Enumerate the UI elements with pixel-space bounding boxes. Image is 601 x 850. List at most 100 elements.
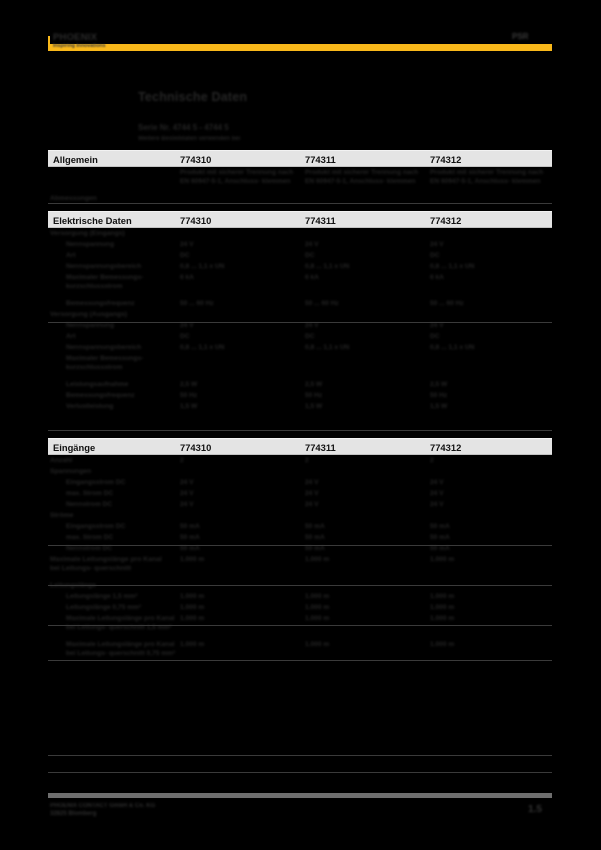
row-label: Versorgung (Eingangs) <box>50 230 125 237</box>
row-value-774310: DC <box>180 252 190 259</box>
row-value-774311: 1.000 m <box>305 604 330 611</box>
table-separator <box>48 755 552 756</box>
table-row: Ströme <box>48 512 552 523</box>
row-label: Bemessungsfrequenz <box>66 300 135 307</box>
row-value-774310: 24 V <box>180 241 194 248</box>
table-row: Maximale Leitungslänge pro Kanal bei Lei… <box>48 641 552 667</box>
row-value-774312: 2,5 W <box>430 381 448 388</box>
table-row: Eingangsstrom DC 50 mA 50 mA 50 mA <box>48 523 552 534</box>
row-value-774310: 2,5 W <box>180 381 198 388</box>
table-row: Maximaler Bemessungs- kurzschlussstrom <box>48 355 552 381</box>
table-row: Produkt mit sicherer Trennung nach EN 60… <box>48 169 552 195</box>
table-row: Eingangsstrom DC 24 V 24 V 24 V <box>48 479 552 490</box>
row-label: Versorgung (Ausgangs) <box>50 311 128 318</box>
row-label: max. Strom DC <box>66 534 114 541</box>
model-note-line: Weitere Bestelldaten verwenden bei <box>138 136 241 142</box>
table-row: max. Strom DC 50 mA 50 mA 50 mA <box>48 534 552 545</box>
row-label: Ströme <box>50 512 74 519</box>
brand-tagline: Inspiring Innovations <box>53 43 106 49</box>
row-label: Maximale Leitungslänge pro Kanal bei Lei… <box>50 556 162 572</box>
table-separator <box>48 585 552 586</box>
table-separator <box>48 203 552 204</box>
row-value-774311: 1.000 m <box>305 593 330 600</box>
row-value-774310: 24 V <box>180 322 194 329</box>
column-header-774311: 774311 <box>305 154 336 165</box>
row-value-774310: 24 V <box>180 479 194 486</box>
row-value-774312: 24 V <box>430 501 444 508</box>
row-value-774311: 1.000 m <box>305 556 330 563</box>
row-label: Art <box>66 333 76 340</box>
column-header-774310: 774310 <box>180 215 212 226</box>
table-row: Nennspannung 24 V 24 V 24 V <box>48 241 552 252</box>
row-label: Eingangsstrom DC <box>66 479 126 486</box>
section-title: Allgemein <box>53 154 98 165</box>
row-value-774310: DC <box>180 333 190 340</box>
column-header-774311: 774311 <box>305 215 336 226</box>
row-value-774311: 1.000 m <box>305 641 330 648</box>
row-value-774311: 24 V <box>305 501 319 508</box>
column-header-774310: 774310 <box>180 442 212 453</box>
row-value-774311: 24 V <box>305 241 319 248</box>
table-row: Nennspannung 24 V 24 V 24 V <box>48 322 552 333</box>
table-row: Art DC DC DC <box>48 333 552 344</box>
footer-company: PHOENIX CONTACT GmbH & Co. KG 32825 Blom… <box>50 802 155 818</box>
row-value-774311: 0,8 ... 1,1 x UN <box>305 344 350 351</box>
row-value-774312: 0,8 ... 1,1 x UN <box>430 344 475 351</box>
row-value-774312: 50 mA <box>430 523 450 530</box>
table-row: Versorgung (Eingangs) <box>48 230 552 241</box>
row-value-774311: 24 V <box>305 490 319 497</box>
row-label: Leitungslänge <box>50 582 96 591</box>
row-value-774312: Produkt mit sicherer Trennung nach EN 60… <box>430 169 544 185</box>
row-value-774312: 0,8 ... 1,1 x UN <box>430 263 475 270</box>
row-label: Bemessungsfrequenz <box>66 392 135 399</box>
table-row: Abmessungen <box>48 195 552 206</box>
section-title: Elektrische Daten <box>53 215 132 226</box>
row-value-774311: 50 mA <box>305 523 325 530</box>
row-value-774310: 50 mA <box>180 534 200 541</box>
row-value-774312: 1.000 m <box>430 593 455 600</box>
column-header-774312: 774312 <box>430 442 462 453</box>
row-value-774311: 0,8 ... 1,1 x UN <box>305 263 350 270</box>
row-label: Leistungsaufnahme <box>66 381 129 388</box>
section-allgemein: Allgemein 774310 774311 774312 Produkt mit s… <box>48 150 552 206</box>
section-header-row: Elektrische Daten 774310 774311 774312 <box>48 211 552 228</box>
row-value-774310: 0,8 ... 1,1 x UN <box>180 344 225 351</box>
row-value-774311: 50 mA <box>305 545 325 552</box>
row-label: Nennstrom DC <box>66 545 113 552</box>
row-value-774312: 2 <box>430 457 434 464</box>
table-row: Bemessungsfrequenz 50 ... 60 Hz 50 ... 60 … <box>48 300 552 311</box>
row-value-774311: 1.000 m <box>305 615 330 622</box>
row-value-774310: 1.000 m <box>180 615 205 622</box>
table-row: max. Strom DC 24 V 24 V 24 V <box>48 490 552 501</box>
table-separator <box>48 625 552 626</box>
section-title: Eingänge <box>53 442 96 453</box>
row-value-774311: 50 mA <box>305 534 325 541</box>
table-row: Leitungslänge 0,75 mm² 1.000 m 1.000 m 1.00… <box>48 604 552 615</box>
footer-company-line2: 32825 Blomberg <box>50 811 97 817</box>
row-value-774310: 6 kA <box>180 274 194 281</box>
table-separator <box>48 545 552 546</box>
row-value-774312: DC <box>430 252 440 259</box>
row-label: Anzahl <box>50 457 73 464</box>
page-title: Technische Daten <box>138 90 248 104</box>
row-value-774312: 1,5 W <box>430 403 448 410</box>
row-value-774310: 50 ... 60 Hz <box>180 300 214 307</box>
section-eingänge: Eingänge 774310 774311 774312 Anzahl 2 2 2 Spann… <box>48 438 552 667</box>
row-value-774312: 24 V <box>430 479 444 486</box>
row-value-774310: 24 V <box>180 490 194 497</box>
row-value-774311: 6 kA <box>305 274 319 281</box>
row-label: Maximaler Bemessungs- kurzschlussstrom <box>66 274 144 290</box>
row-value-774310: 1,5 W <box>180 403 198 410</box>
table-row: Versorgung (Ausgangs) <box>48 311 552 322</box>
row-value-774310: 50 Hz <box>180 392 198 399</box>
row-label: Maximale Leitungslänge pro Kanal bei Lei… <box>66 641 176 657</box>
table-row: Nennstrom DC 50 mA 50 mA 50 mA <box>48 545 552 556</box>
row-value-774311: DC <box>305 333 315 340</box>
table-row: Maximale Leitungslänge pro Kanal bei Lei… <box>48 615 552 641</box>
row-value-774312: 1.000 m <box>430 604 455 611</box>
row-label: Art <box>66 252 76 259</box>
row-value-774312: 1.000 m <box>430 641 455 648</box>
row-value-774312: 50 mA <box>430 534 450 541</box>
table-row: Maximaler Bemessungs- kurzschlussstrom 6 … <box>48 274 552 300</box>
row-value-774312: 24 V <box>430 322 444 329</box>
